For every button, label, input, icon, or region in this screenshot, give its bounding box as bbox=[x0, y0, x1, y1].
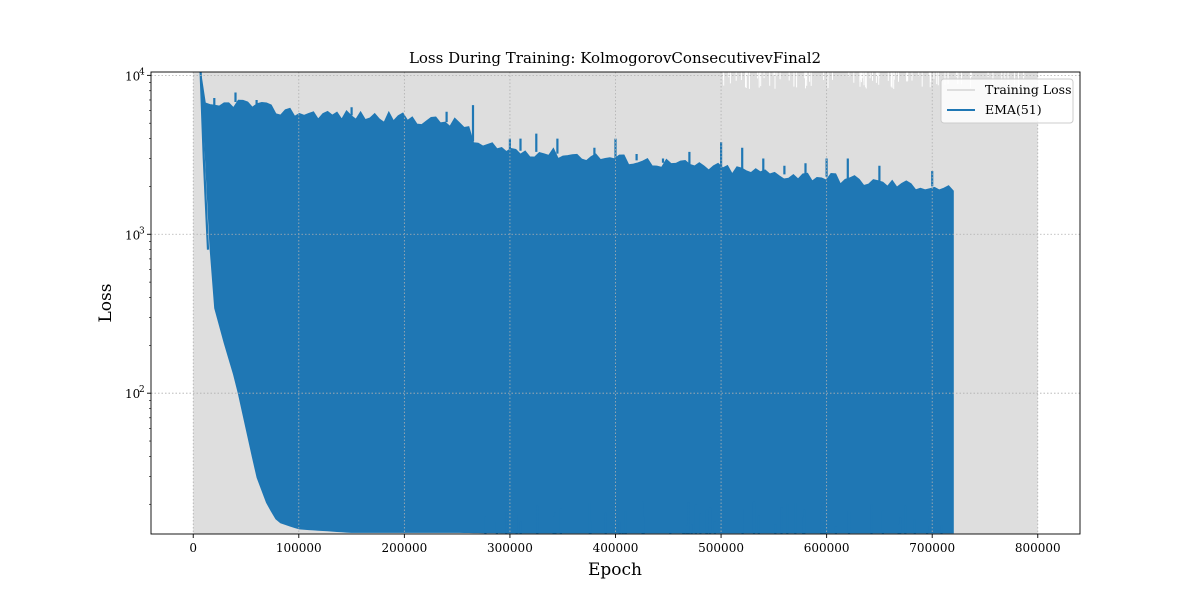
legend: Training Loss EMA(51) bbox=[940, 78, 1074, 124]
y-tick-label: 10 bbox=[125, 69, 140, 83]
y-axis-label: Loss bbox=[96, 284, 116, 323]
x-tick-label: 100000 bbox=[276, 541, 322, 555]
x-tick-label: 700000 bbox=[909, 541, 955, 555]
ema-band bbox=[200, 72, 954, 534]
ema-initial-descent bbox=[199, 72, 210, 250]
x-tick-label: 0 bbox=[189, 541, 197, 555]
legend-label-training-loss: Training Loss bbox=[985, 82, 1072, 97]
y-tick-exponent: 4 bbox=[139, 67, 145, 77]
x-tick-label: 300000 bbox=[487, 541, 533, 555]
x-tick-label: 200000 bbox=[381, 541, 427, 555]
y-tick-exponent: 2 bbox=[139, 385, 145, 395]
x-tick-label: 400000 bbox=[593, 541, 639, 555]
x-tick-label: 800000 bbox=[1015, 541, 1061, 555]
legend-label-ema: EMA(51) bbox=[985, 102, 1042, 117]
y-tick-label: 10 bbox=[125, 387, 140, 401]
y-tick-label: 10 bbox=[125, 228, 140, 242]
chart-title: Loss During Training: KolmogorovConsecut… bbox=[409, 49, 821, 67]
ema-spikes bbox=[213, 92, 943, 534]
x-axis-label: Epoch bbox=[588, 560, 642, 580]
y-tick-exponent: 3 bbox=[139, 226, 145, 236]
x-tick-label: 600000 bbox=[804, 541, 850, 555]
grid-lines bbox=[151, 72, 1080, 534]
x-tick-label: 500000 bbox=[698, 541, 744, 555]
x-axis-ticks: 0 100000 200000 300000 400000 500000 600000 700… bbox=[189, 534, 1061, 555]
